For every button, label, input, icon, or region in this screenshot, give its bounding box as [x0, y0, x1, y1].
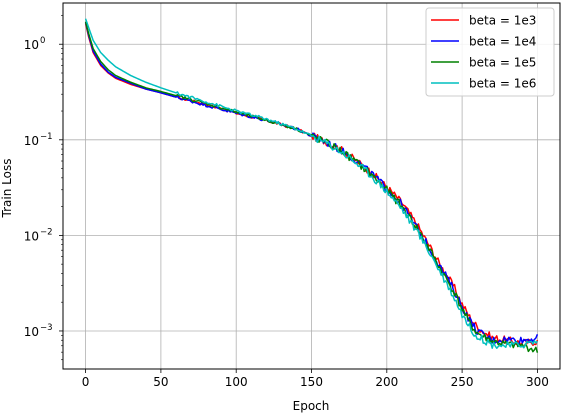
x-tick-label: 300 — [526, 375, 549, 389]
series-line-2 — [84, 21, 539, 353]
legend: beta = 1e3 beta = 1e4 beta = 1e5 beta = 1e6 — [425, 7, 555, 97]
y-tick-exponent: −2 — [40, 227, 53, 237]
y-tick-label: 10 — [24, 134, 39, 148]
series-line-3 — [84, 18, 539, 350]
legend-label: beta = 1e4 — [469, 35, 536, 49]
x-axis-label: Epoch — [293, 399, 330, 413]
y-tick-exponent: −1 — [40, 132, 53, 142]
y-tick-label: 10 — [24, 229, 39, 243]
series-lines — [84, 18, 539, 353]
legend-box — [425, 7, 555, 97]
x-tick-label: 150 — [300, 375, 323, 389]
y-tick-label: 10 — [24, 38, 39, 52]
y-tick-exponent: 0 — [40, 36, 45, 46]
x-tick-label: 100 — [225, 375, 248, 389]
y-tick-label: 10 — [24, 325, 39, 339]
x-axis-ticks: 0 50 100 150 200 250 300 — [82, 369, 549, 389]
legend-label: beta = 1e6 — [469, 77, 536, 91]
legend-label: beta = 1e3 — [469, 14, 536, 28]
x-tick-label: 250 — [451, 375, 474, 389]
x-tick-label: 50 — [153, 375, 168, 389]
x-tick-label: 200 — [375, 375, 398, 389]
y-tick-exponent: −3 — [40, 323, 53, 333]
x-tick-label: 0 — [82, 375, 90, 389]
legend-label: beta = 1e5 — [469, 56, 536, 70]
y-axis-label: Train Loss — [0, 159, 14, 219]
